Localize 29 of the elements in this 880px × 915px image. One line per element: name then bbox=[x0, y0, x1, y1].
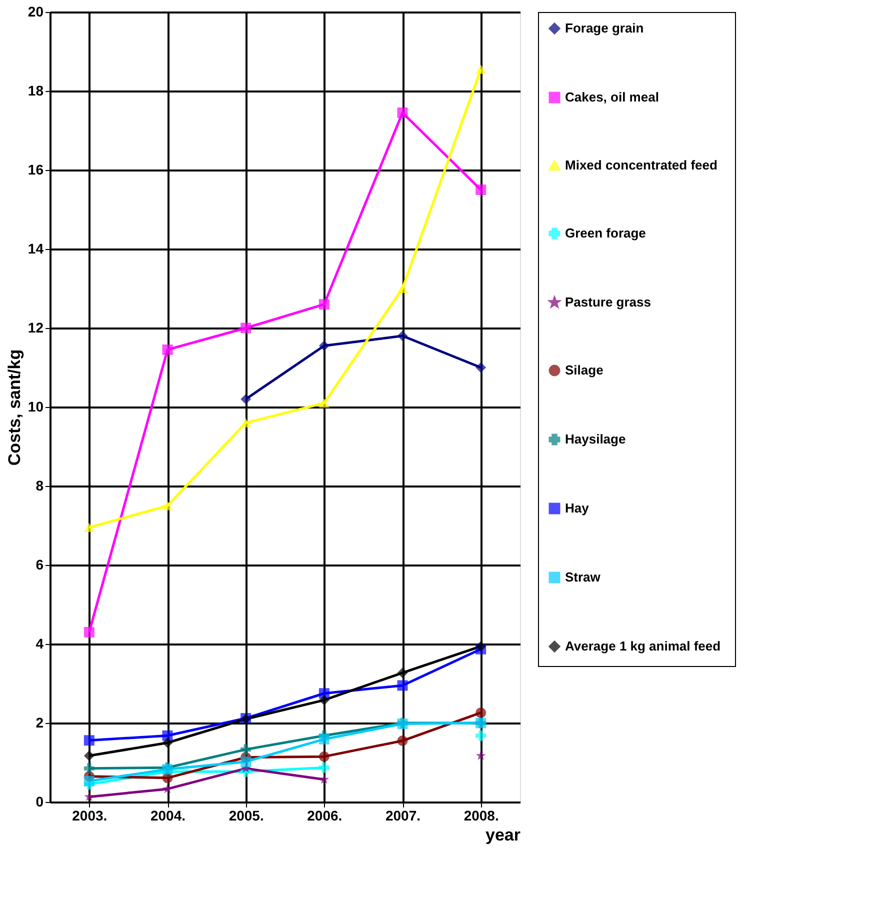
legend-label: Pasture grass bbox=[565, 294, 651, 310]
x-tick-label: 2005. bbox=[228, 808, 264, 824]
x-axis-title: year bbox=[486, 826, 521, 844]
legend-label: Cakes, oil meal bbox=[565, 90, 659, 104]
y-tick-label: 2 bbox=[36, 714, 44, 730]
y-tick-label: 12 bbox=[28, 320, 44, 336]
x-tick-label: 2006. bbox=[307, 808, 342, 824]
x-tick-label: 2004. bbox=[150, 808, 186, 824]
y-tick-label: 10 bbox=[28, 398, 44, 414]
legend-label: Silage bbox=[565, 362, 604, 378]
x-tick-label: 2007. bbox=[385, 808, 421, 824]
y-axis-title: Costs, sant/kg bbox=[4, 349, 24, 466]
y-tick-label: 16 bbox=[28, 162, 44, 178]
y-tick-label: 6 bbox=[36, 556, 44, 572]
y-tick-label: 14 bbox=[28, 240, 44, 256]
legend-label: Forage grain bbox=[565, 20, 644, 36]
x-tick-label: 2008. bbox=[464, 808, 499, 824]
x-tick-label: 2003. bbox=[72, 808, 108, 824]
legend-label: Haysilage bbox=[565, 432, 626, 446]
legend-label: Average 1 kg animal feed bbox=[565, 638, 721, 654]
y-tick-label: 0 bbox=[36, 794, 44, 810]
y-tick-label: 20 bbox=[28, 4, 44, 20]
y-tick-label: 18 bbox=[28, 82, 44, 98]
y-tick-label: 4 bbox=[36, 636, 44, 652]
legend-label: Hay bbox=[565, 500, 590, 516]
y-tick-label: 8 bbox=[36, 478, 44, 494]
legend-label: Mixed concentrated feed bbox=[565, 158, 718, 172]
legend-label: Straw bbox=[565, 570, 602, 584]
legend-label: Green forage bbox=[565, 226, 646, 240]
